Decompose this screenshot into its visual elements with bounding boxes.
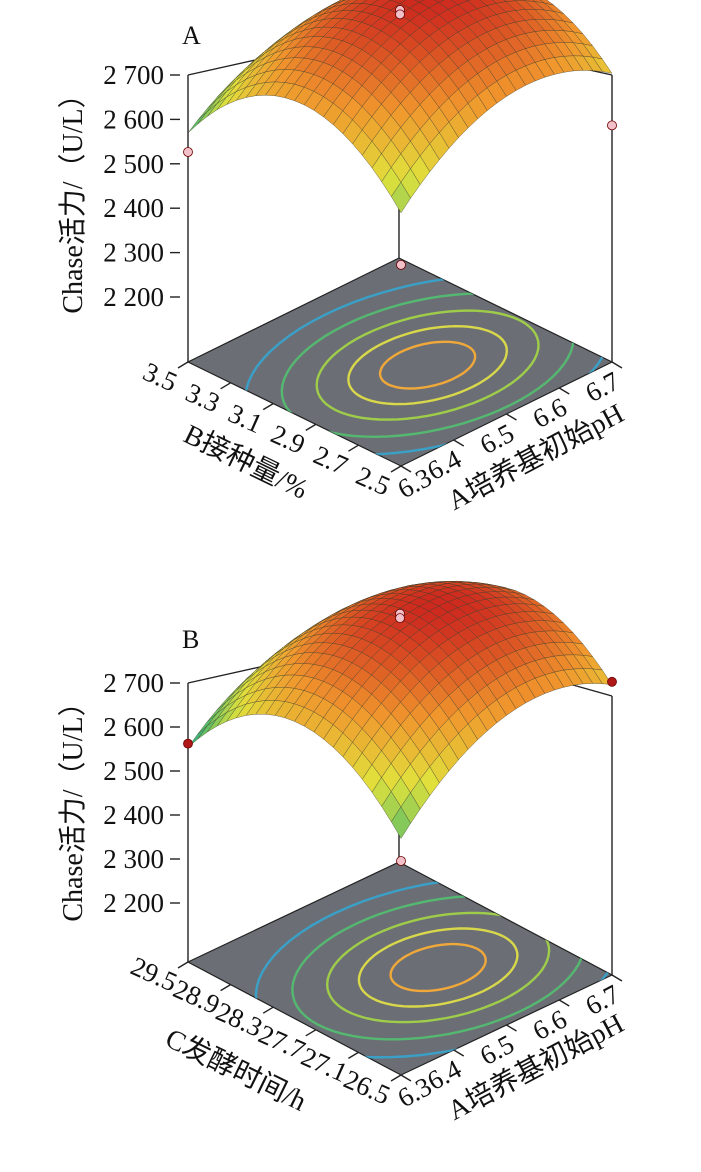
z-tick-label: 2 400 xyxy=(103,193,164,223)
y-tick-mark xyxy=(306,424,316,430)
design-point-3 xyxy=(396,614,405,623)
design-point-1 xyxy=(184,739,193,748)
design-point-5 xyxy=(608,677,617,686)
x-tick-mark xyxy=(559,1000,569,1006)
z-tick-label: 2 200 xyxy=(103,282,164,312)
x-tick-mark xyxy=(612,362,622,368)
y-tick-mark xyxy=(391,1075,401,1081)
y-tick-label: 2.7 xyxy=(309,440,352,481)
z-tick-label: 2 300 xyxy=(103,238,164,268)
design-point-3 xyxy=(396,10,405,19)
z-tick-label: 2 200 xyxy=(103,888,164,918)
y-tick-mark xyxy=(348,445,358,451)
y-tick-mark xyxy=(348,1052,358,1058)
x-tick-mark xyxy=(454,1050,464,1056)
y-tick-mark xyxy=(221,383,231,389)
z-tick-label: 2 700 xyxy=(103,668,164,698)
y-tick-label: 3.1 xyxy=(224,398,267,439)
z-tick-label: 2 700 xyxy=(103,60,164,90)
z-axis-label: Chase活力/（U/L） xyxy=(57,80,89,313)
design-point-5 xyxy=(608,121,617,130)
panel-label: B xyxy=(182,625,199,654)
y-tick-label: 2.9 xyxy=(267,419,310,460)
x-tick-mark xyxy=(612,975,622,981)
design-point-1 xyxy=(184,148,193,157)
y-tick-mark xyxy=(221,985,231,991)
y-tick-label: 3.3 xyxy=(181,377,224,418)
panel-A: 2 700 2 600 2 500 2 400 2 300 2 200 Chase活力/（U… xyxy=(57,0,629,517)
z-tick-label: 2 600 xyxy=(103,712,164,742)
y-tick-mark xyxy=(391,466,401,472)
y-tick-mark xyxy=(263,404,273,410)
x-tick-mark xyxy=(507,1025,517,1031)
y-tick-label: 2.5 xyxy=(352,460,395,501)
z-tick-label: 2 500 xyxy=(103,149,164,179)
surface-cell xyxy=(188,111,207,132)
y-tick-mark xyxy=(263,1007,273,1013)
x-tick-mark xyxy=(559,388,569,394)
response-surface xyxy=(188,0,612,213)
y-tick-mark xyxy=(178,362,188,368)
z-axis-label: Chase活力/（U/L） xyxy=(57,688,89,921)
x-tick-mark xyxy=(454,440,464,446)
panel-label: A xyxy=(182,21,201,50)
design-point-4 xyxy=(397,260,406,269)
design-point-4 xyxy=(397,857,406,866)
z-tick-label: 2 400 xyxy=(103,800,164,830)
y-tick-label: 3.5 xyxy=(139,356,182,397)
z-tick-label: 2 600 xyxy=(103,104,164,134)
x-tick-mark xyxy=(507,414,517,420)
panel-B: 2 700 2 600 2 500 2 400 2 300 2 200 Chase活力/（U… xyxy=(57,581,629,1127)
z-tick-label: 2 500 xyxy=(103,756,164,786)
y-tick-mark xyxy=(306,1030,316,1036)
y-tick-mark xyxy=(178,962,188,968)
y-tick-label: 26.5 xyxy=(339,1064,394,1111)
z-tick-label: 2 300 xyxy=(103,844,164,874)
surface-cell xyxy=(198,104,217,125)
